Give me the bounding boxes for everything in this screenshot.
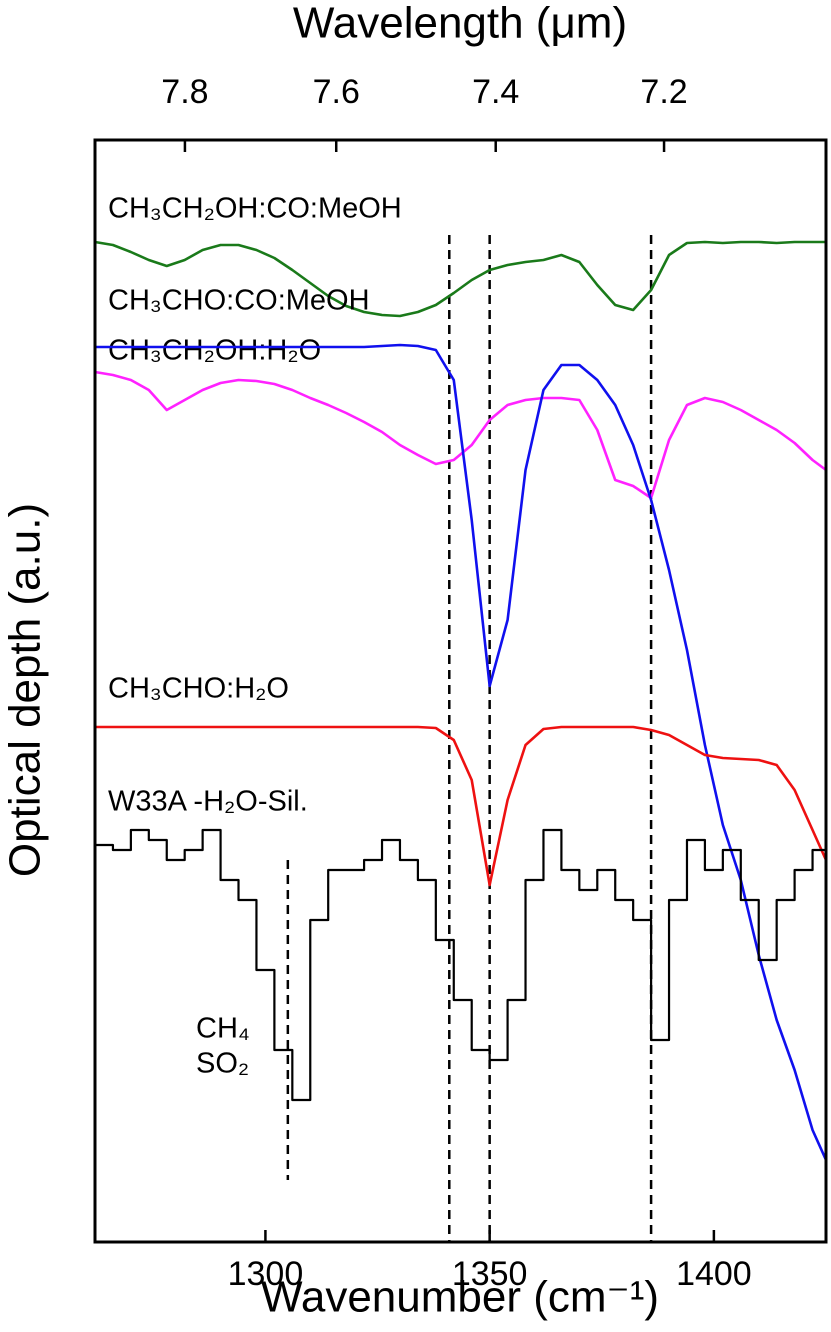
series-line [94, 240, 826, 318]
x-tick-label: 1350 [452, 1255, 528, 1293]
annotation: SO₂ [196, 1048, 249, 1080]
x-tick-label: 1300 [228, 1255, 304, 1293]
series-label: W33A -H₂O-Sil. [108, 786, 308, 818]
series-line [95, 343, 828, 1161]
x2-tick-label: 7.4 [472, 73, 519, 111]
x2-axis-title: Wavelength (μm) [293, 0, 627, 48]
series-label: CH₃CH₂OH:H₂O [108, 335, 321, 367]
x2-tick-label: 7.6 [313, 73, 360, 111]
series-line [95, 828, 828, 1102]
x-tick-label: 1400 [676, 1255, 752, 1293]
x2-tick-label: 7.8 [161, 73, 208, 111]
x2-tick-label: 7.2 [640, 73, 687, 111]
plot-frame [93, 138, 828, 1244]
x-axis-title: Wavenumber (cm⁻¹) [261, 1273, 659, 1322]
series-label: CH₃CHO:H₂O [108, 673, 289, 705]
series-label: CH₃CH₂OH:CO:MeOH [108, 193, 402, 225]
annotation: CH₄ [196, 1013, 250, 1045]
series-label: CH₃CHO:CO:MeOH [108, 285, 370, 317]
series-line [95, 725, 828, 887]
y-axis-title: Optical depth (a.u.) [1, 503, 50, 877]
